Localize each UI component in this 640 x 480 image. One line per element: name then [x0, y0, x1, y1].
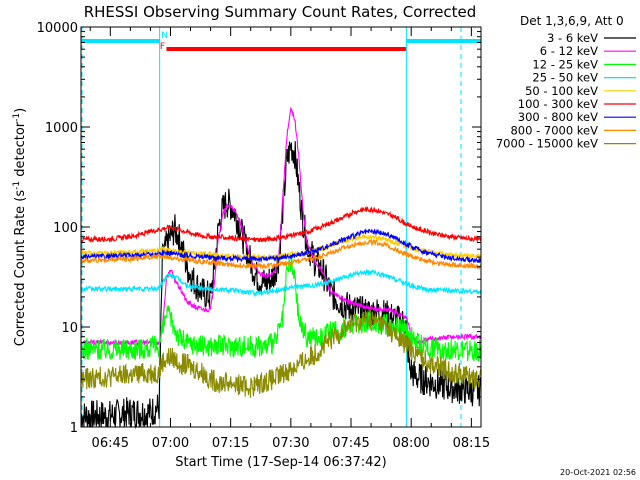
chart-title: RHESSI Observing Summary Count Rates, Co… — [84, 3, 477, 21]
timestamp: 20-Oct-2021 02:56 — [560, 468, 636, 477]
x-tick-label: 07:45 — [332, 436, 369, 451]
y-axis-label: Corrected Count Rate (s-1 detector-1) — [12, 108, 28, 346]
y-tick-label: 10000 — [37, 21, 78, 36]
series-line-25-50-kev — [80, 268, 482, 298]
series-line-100-300-kev — [80, 206, 482, 244]
legend-label-100-300-kev: 100 - 300 keV — [518, 97, 598, 111]
legend-label-6-12-kev: 6 - 12 keV — [540, 44, 598, 58]
flag-label-n: N — [161, 31, 168, 41]
legend-label-12-25-kev: 12 - 25 keV — [532, 57, 598, 71]
y-tick-label: 100 — [53, 221, 78, 236]
x-tick-label: 07:30 — [272, 436, 309, 451]
legend-label-50-100-kev: 50 - 100 keV — [525, 84, 598, 98]
x-tick-label: 08:00 — [392, 436, 429, 451]
x-axis: 06:45 07:00 07:15 07:30 07:45 08:00 08:15 — [89, 27, 490, 451]
flag-label-f: F — [160, 42, 165, 52]
y-axis: 1 10 100 1000 10000 — [37, 21, 481, 436]
flag-bars: NF — [81, 31, 481, 52]
series-line-300-800-kev — [80, 228, 482, 264]
x-tick-label: 08:15 — [453, 436, 490, 451]
y-tick-label: 1 — [70, 421, 78, 436]
legend-label-300-800-kev: 300 - 800 keV — [518, 110, 598, 124]
series-line-800-7000-kev — [80, 238, 482, 271]
legend-label-800-7000-kev: 800 - 7000 keV — [510, 123, 598, 137]
legend-label-7000-15000-kev: 7000 - 15000 keV — [496, 137, 598, 151]
legend-title: Det 1,3,6,9, Att 0 — [520, 14, 624, 28]
series-layer — [80, 106, 482, 430]
y-tick-label: 10 — [61, 321, 78, 336]
x-tick-label: 07:00 — [152, 436, 189, 451]
legend-label-25-50-kev: 25 - 50 keV — [532, 71, 598, 85]
series-line-12-25-kev — [80, 256, 482, 362]
legend-label-3-6-kev: 3 - 6 keV — [547, 31, 598, 45]
series-line-7000-15000-kev — [80, 309, 482, 398]
x-tick-label: 06:45 — [92, 436, 129, 451]
x-axis-label: Start Time (17-Sep-14 06:37:42) — [175, 455, 386, 470]
x-tick-label: 07:15 — [212, 436, 249, 451]
y-tick-label: 1000 — [45, 121, 78, 136]
